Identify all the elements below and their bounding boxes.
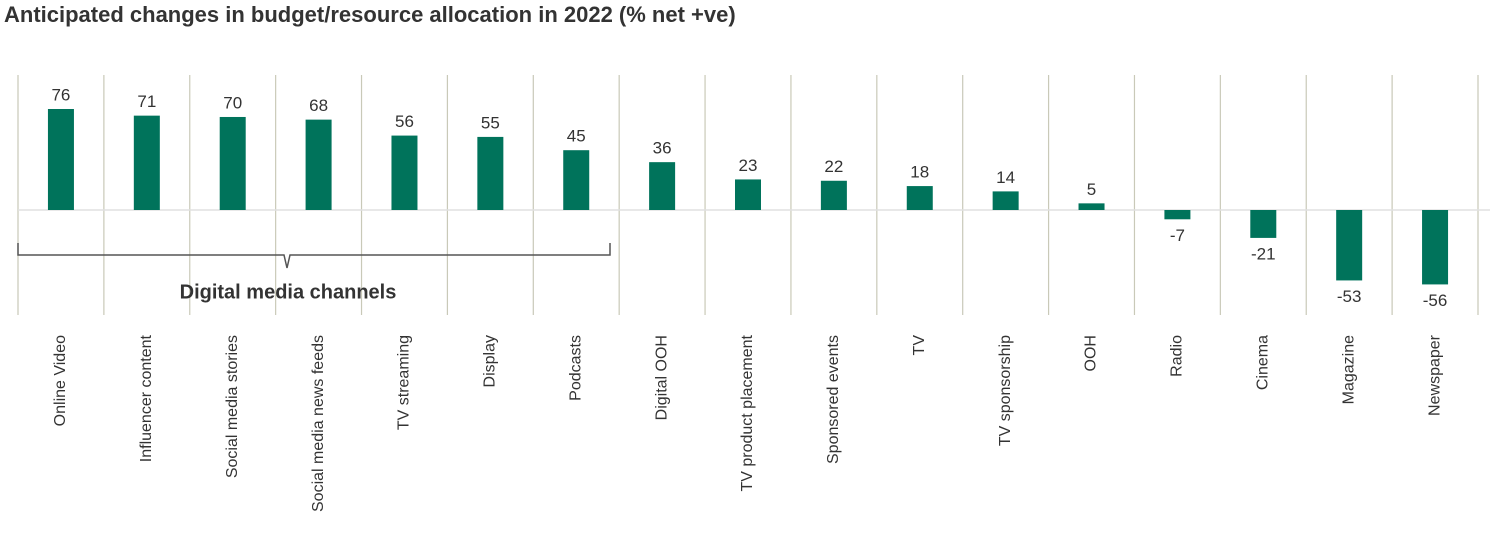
value-label: 55 — [481, 113, 500, 132]
bar — [133, 115, 160, 210]
value-label: -21 — [1251, 244, 1276, 263]
value-label: 45 — [567, 127, 586, 146]
bar — [391, 135, 418, 210]
value-label: 68 — [309, 96, 328, 115]
bar — [47, 109, 74, 210]
x-tick-label: TV product placement — [739, 334, 756, 491]
bar — [1250, 210, 1277, 238]
value-label: 70 — [223, 93, 242, 112]
x-tick-label: Social media stories — [224, 335, 241, 478]
value-label: -56 — [1423, 291, 1448, 310]
x-tick-label: Online Video — [52, 335, 69, 426]
value-label: 56 — [395, 112, 414, 131]
x-tick-label: Influencer content — [138, 334, 155, 462]
x-tick-label: Radio — [1169, 335, 1186, 377]
bar — [906, 186, 933, 210]
value-label: 18 — [910, 163, 929, 182]
bar — [1422, 210, 1449, 285]
value-label: -7 — [1170, 226, 1185, 245]
bar — [1336, 210, 1363, 281]
x-tick-label: Sponsored events — [825, 335, 842, 464]
x-tick-label: Podcasts — [567, 335, 584, 401]
value-label: 5 — [1087, 180, 1096, 199]
value-label: 36 — [653, 139, 672, 158]
bar — [1164, 210, 1191, 220]
x-tick-label: Display — [482, 335, 499, 387]
x-tick-label: Magazine — [1340, 335, 1357, 404]
x-tick-label: TV sponsorship — [997, 335, 1014, 446]
value-label: 22 — [824, 157, 843, 176]
bar — [992, 191, 1019, 210]
x-tick-label: OOH — [1083, 335, 1100, 371]
value-label: -53 — [1337, 287, 1362, 306]
bar — [477, 136, 504, 210]
x-tick-label: Digital OOH — [653, 335, 670, 420]
value-label: 14 — [996, 168, 1015, 187]
bar — [735, 179, 761, 210]
chart-title: Anticipated changes in budget/resource a… — [4, 2, 736, 27]
annotation: Digital media channels — [180, 281, 397, 303]
x-tick-label: TV — [911, 335, 928, 356]
x-tick-label: Cinema — [1255, 335, 1272, 390]
value-label: 76 — [51, 85, 70, 104]
bar — [820, 180, 847, 210]
x-tick-label: Social media news feeds — [310, 335, 327, 512]
bracket — [17, 243, 611, 269]
bar — [305, 119, 332, 210]
value-label: 71 — [137, 92, 156, 111]
bar — [219, 116, 246, 210]
value-label: 23 — [739, 156, 758, 175]
bar — [649, 162, 676, 210]
x-tick-label: TV streaming — [396, 335, 413, 430]
x-tick-label: Newspaper — [1426, 334, 1443, 416]
bar — [1078, 203, 1105, 210]
bar — [563, 150, 590, 210]
